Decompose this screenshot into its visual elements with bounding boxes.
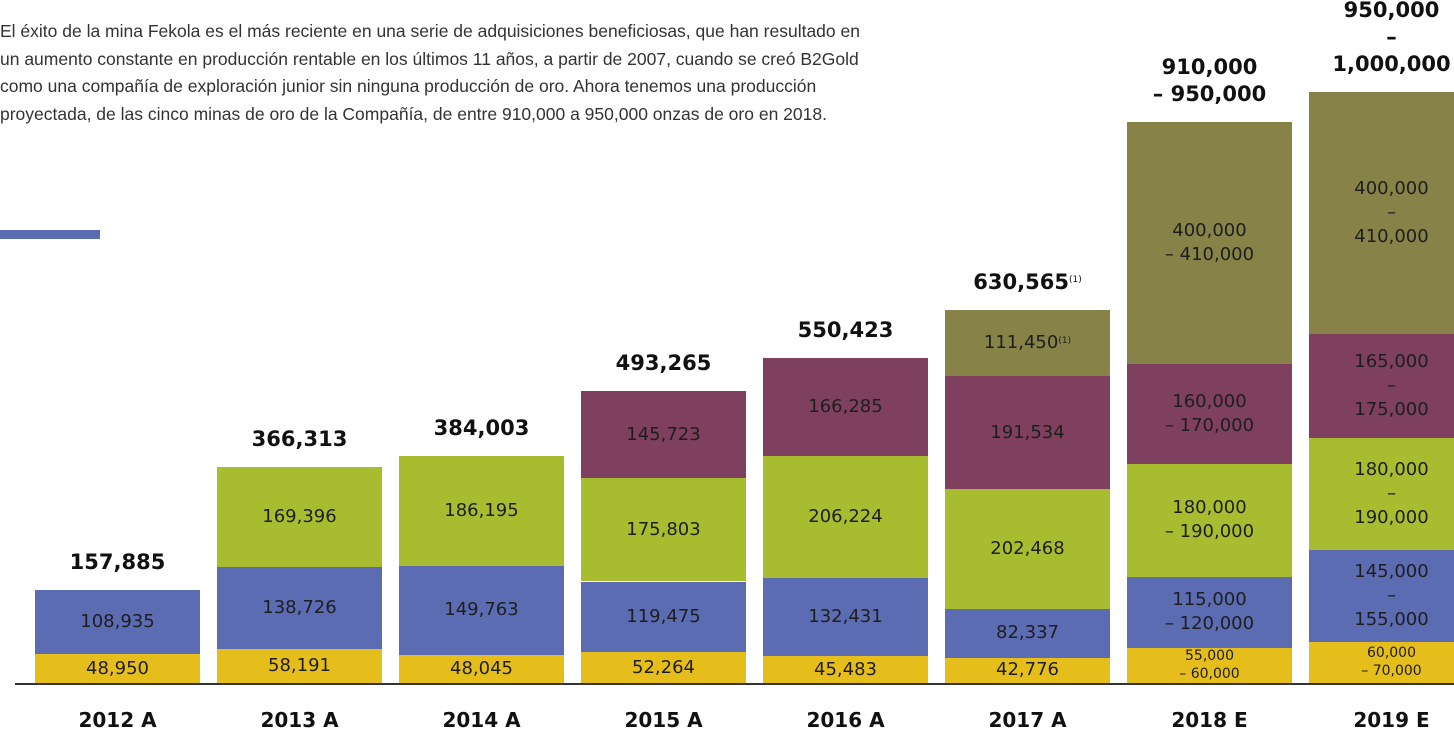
segment-label: 115,000 – 120,000 <box>1164 589 1255 635</box>
bar-segment <box>1127 363 1292 465</box>
bar-segment <box>1127 647 1292 683</box>
bar-segment <box>217 566 382 649</box>
bar-segment <box>1127 576 1292 648</box>
segment-label: 45,483 <box>814 658 877 680</box>
baseline <box>15 683 1454 685</box>
bar-segment <box>1127 464 1292 577</box>
description: El éxito de la mina Fekola es el más rec… <box>0 21 860 124</box>
segment-label: 145,000 – 155,000 <box>1354 560 1429 630</box>
segment-label: 206,224 <box>808 505 883 527</box>
footnote-marker: (1) <box>1068 275 1082 286</box>
segment-label: 108,935 <box>80 610 155 632</box>
bar-segment <box>35 589 200 655</box>
total-label: 550,423 <box>797 317 894 342</box>
bar-segment <box>399 566 564 655</box>
bar-segment <box>945 657 1110 683</box>
total-label: 384,003 <box>433 416 530 441</box>
segment-label: 186,195 <box>444 500 519 522</box>
bar-segment <box>399 456 564 567</box>
segment-label: 82,337 <box>996 622 1059 644</box>
bar-segment <box>35 654 200 683</box>
bar-segment <box>1309 92 1454 335</box>
x-tick-label: 2014 A <box>442 708 521 732</box>
footnote-marker: (1) <box>1058 336 1072 347</box>
bar-segment <box>945 609 1110 658</box>
segment-label: 166,285 <box>808 395 883 417</box>
segment-label: 52,264 <box>632 656 695 678</box>
x-tick-label: 2016 A <box>806 708 885 732</box>
segment-label: 175,803 <box>626 518 701 540</box>
bar-segment <box>217 648 382 683</box>
segment-label: 149,763 <box>444 599 519 621</box>
bar-segment <box>1309 437 1454 551</box>
total-label: 910,000 – 950,000 <box>1152 54 1267 106</box>
bar-segment <box>945 376 1110 490</box>
total-label: 950,000 – 1,000,000 <box>1332 0 1451 76</box>
x-tick-label: 2017 A <box>988 708 1067 732</box>
segment-label: 48,950 <box>86 657 149 679</box>
x-tick-label: 2019 E <box>1353 708 1430 732</box>
total-label: 630,565(1) <box>973 270 1082 295</box>
total-label: 366,313 <box>251 426 348 451</box>
bar-segment <box>581 477 746 582</box>
decoration-bar <box>0 230 100 239</box>
bar-segment <box>1309 550 1454 642</box>
segment-label: 400,000 – 410,000 <box>1354 178 1429 248</box>
bar-segment <box>945 489 1110 610</box>
segment-label: 180,000 – 190,000 <box>1164 497 1255 543</box>
segment-label: 138,726 <box>262 596 337 618</box>
segment-label: 191,534 <box>990 421 1065 443</box>
bar-segment <box>945 310 1110 377</box>
total-label: 157,885 <box>69 549 166 574</box>
total-label: 493,265 <box>615 351 712 376</box>
segment-label: 58,191 <box>268 654 331 676</box>
segment-label: 180,000 – 190,000 <box>1354 458 1429 528</box>
segment-label: 42,776 <box>996 659 1059 681</box>
bar-segment <box>581 581 746 653</box>
segment-label: 400,000 – 410,000 <box>1164 219 1255 265</box>
x-tick-label: 2015 A <box>624 708 703 732</box>
bar-segment <box>763 577 928 657</box>
bar-segment <box>1127 121 1292 364</box>
segment-label: 202,468 <box>990 538 1065 560</box>
x-tick-label: 2012 A <box>78 708 157 732</box>
bar-segment <box>763 455 928 578</box>
bar-segment <box>581 652 746 683</box>
bar-segment <box>1309 334 1454 438</box>
x-tick-label: 2013 A <box>260 708 339 732</box>
bar-segment <box>1309 641 1454 683</box>
segment-label: 169,396 <box>262 505 337 527</box>
segment-label: 119,475 <box>626 605 701 627</box>
segment-label: 111,450(1) <box>983 332 1072 354</box>
segment-label: 165,000 – 175,000 <box>1354 351 1429 421</box>
x-tick-label: 2018 E <box>1171 708 1248 732</box>
segment-label: 48,045 <box>450 657 513 679</box>
bar-segment <box>763 656 928 683</box>
segment-label: 132,431 <box>808 605 883 627</box>
bar-segment <box>217 466 382 567</box>
bar-segment <box>763 357 928 456</box>
bar-segment <box>581 391 746 478</box>
segment-label: 160,000 – 170,000 <box>1164 391 1255 437</box>
bar-segment <box>399 654 564 683</box>
segment-label: 145,723 <box>626 423 701 445</box>
segment-label: 55,000 – 60,000 <box>1179 648 1240 683</box>
segment-label: 60,000 – 70,000 <box>1361 645 1422 680</box>
